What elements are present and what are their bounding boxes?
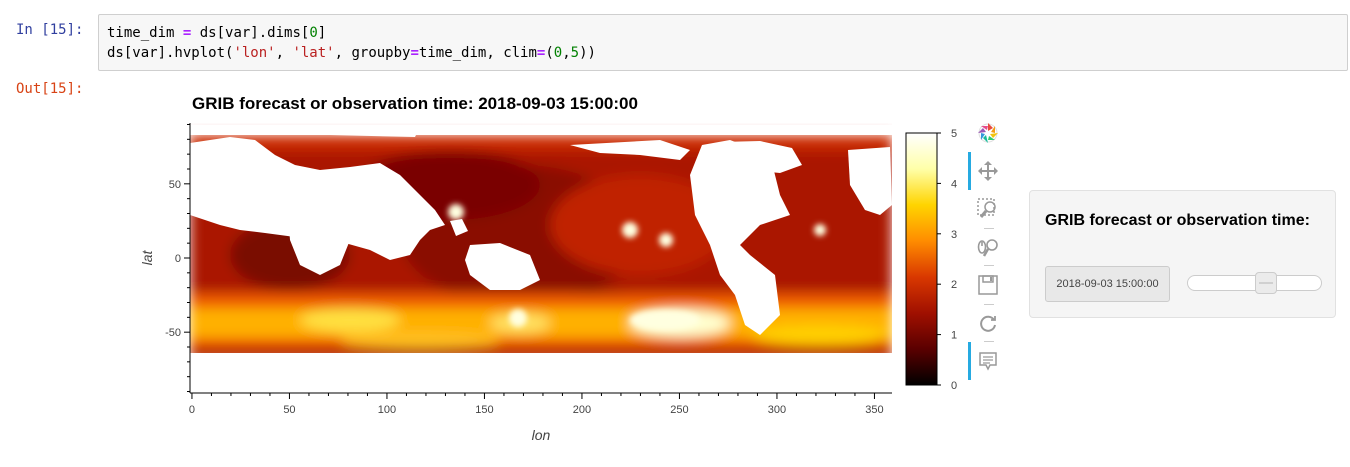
y-tick-label: -50 [165,327,181,339]
y-axis-label: lat [139,250,155,266]
code-token: , [562,45,571,61]
time-slider[interactable] [1187,272,1322,294]
slider-handle[interactable] [1254,272,1277,294]
widget-title: GRIB forecast or observation time: [1045,212,1310,229]
code-token: ds[var].dims[ [191,25,310,41]
code-token: 0 [553,45,563,61]
heatmap-plot[interactable]: 0 50 100 150 200 250 300 350 50 0 -50 lon lat 0 1 2 3 4 5 [120,115,980,460]
code-token: 'lat' [292,45,335,61]
colorbar-tick-label: 0 [951,380,957,392]
toolbar-divider [984,228,994,229]
colorbar: 0 1 2 3 4 5 [905,128,957,392]
code-token: 'lon' [233,45,276,61]
code-token: = [182,25,192,41]
toolbar-divider [984,265,994,266]
code-token: time_dim, clim [418,45,537,61]
output-prompt: Out[15]: [16,81,84,97]
code-token: ] [317,25,327,41]
x-tick-label: 350 [865,404,883,416]
y-tick-label: 50 [169,179,181,191]
x-tick-label: 200 [573,404,591,416]
bokeh-logo-icon[interactable] [970,120,1006,146]
colorbar-tick-label: 4 [951,178,957,190]
plot-axes: 0 50 100 150 200 250 300 350 50 0 -50 lon lat [139,123,892,443]
wheel-zoom-icon[interactable] [970,234,1006,260]
plot-title: GRIB forecast or observation time: 2018-… [192,94,638,113]
x-tick-label: 150 [475,404,493,416]
code-token: ds[var].hvplot( [107,45,234,61]
colorbar-tick-label: 1 [951,330,957,342]
colorbar-gradient [905,132,938,386]
x-tick-label: 0 [189,404,195,416]
code-token: )) [579,45,596,61]
colorbar-tick-label: 5 [951,128,957,140]
player-widget: GRIB forecast or observation time: 2018-… [1029,190,1336,318]
x-axis-label: lon [532,427,551,443]
reset-icon[interactable] [970,310,1006,336]
box-zoom-icon[interactable] [970,196,1006,222]
hover-icon[interactable] [968,342,1006,380]
x-tick-label: 250 [670,404,688,416]
code-line: ds[var].hvplot('lon', 'lat', groupby=tim… [107,43,1347,63]
colorbar-tick-label: 2 [951,279,957,291]
x-tick-label: 100 [378,404,396,416]
time-value-display: 2018-09-03 15:00:00 [1045,266,1170,302]
x-tick-label: 50 [283,404,295,416]
code-line: time_dim = ds[var].dims[0] [107,23,1347,43]
save-icon[interactable] [970,272,1006,298]
code-token: = [410,45,419,61]
input-prompt: In [15]: [16,22,84,38]
toolbar-divider [984,304,994,305]
code-token: , [275,45,293,61]
colorbar-tick-label: 3 [951,229,957,241]
code-token: = [536,45,546,61]
code-token: 5 [570,45,580,61]
code-token: , groupby [334,45,411,61]
code-token: 0 [309,25,318,41]
x-tick-label: 300 [768,404,786,416]
heatmap-frame [190,123,892,393]
code-token: ( [545,45,554,61]
code-cell[interactable]: time_dim = ds[var].dims[0] ds[var].hvplot… [98,14,1348,71]
plot-toolbar [968,120,1006,380]
y-tick-label: 0 [175,253,181,265]
toolbar-divider [984,341,994,342]
pan-icon[interactable] [968,152,1006,190]
code-token: time_dim [107,25,183,41]
